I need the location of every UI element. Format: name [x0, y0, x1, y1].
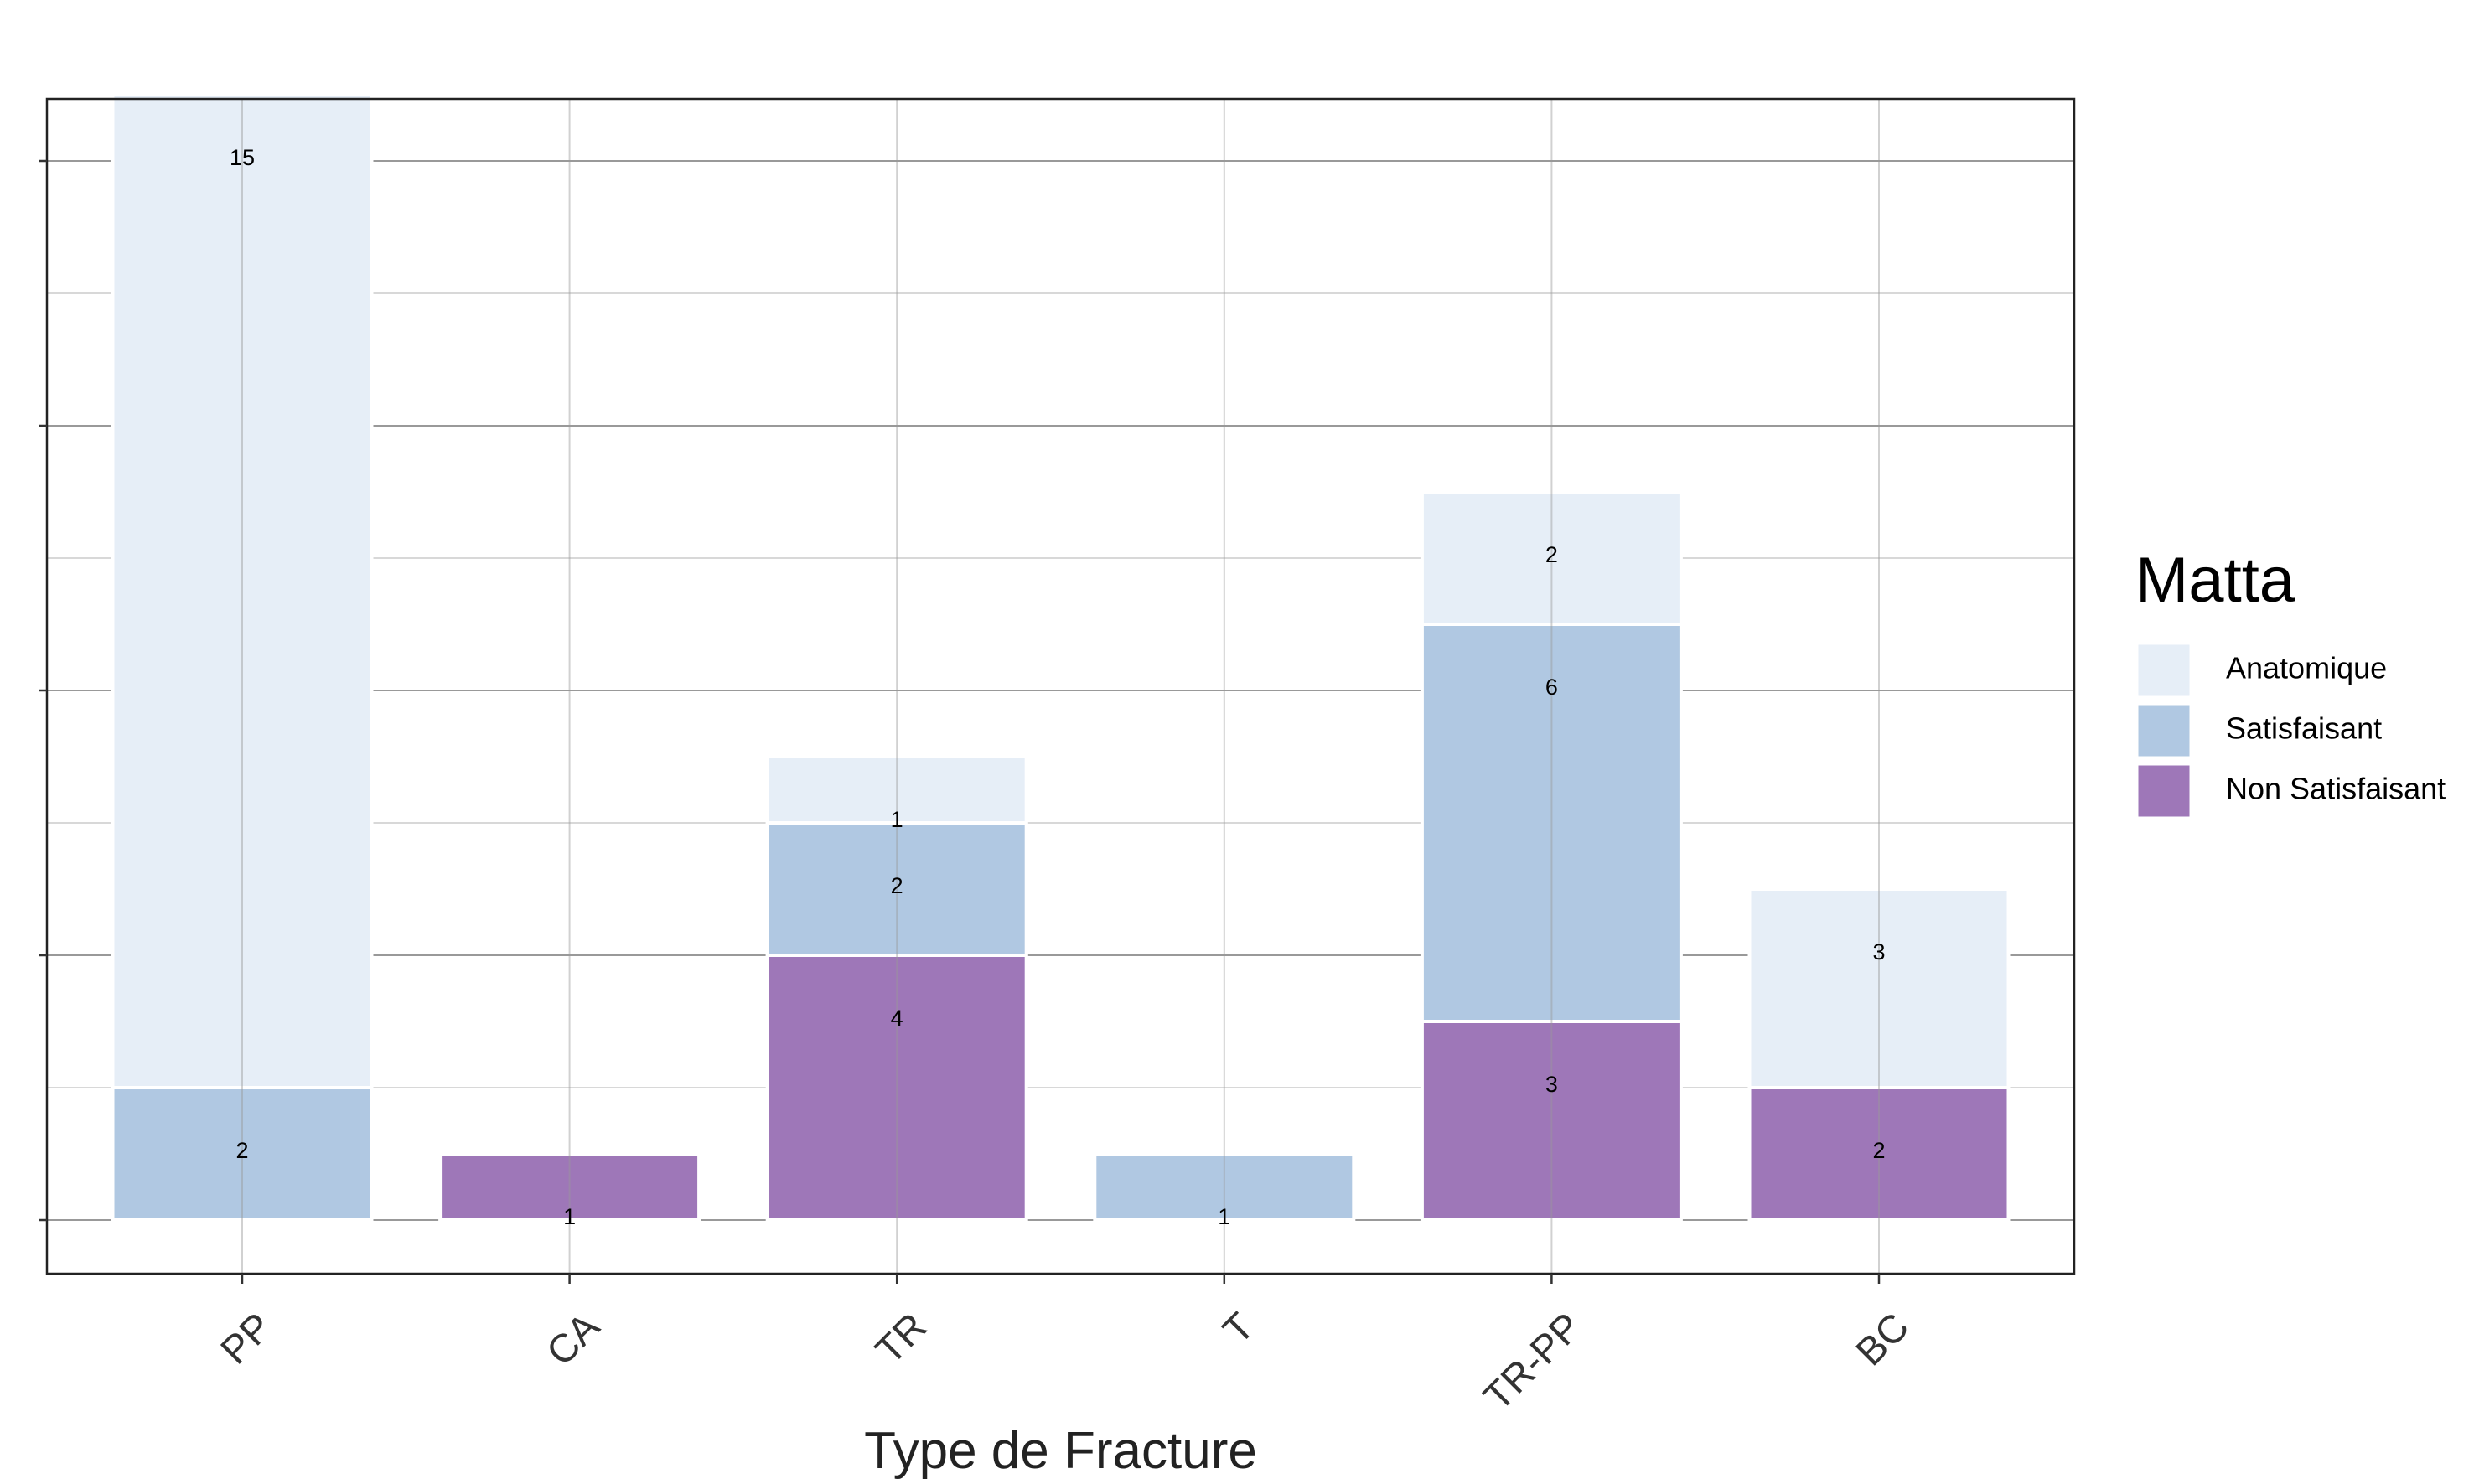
bar-segment [111, 93, 374, 1089]
legend-items: Anatomique Satisfaisant Non Satisfaisant [2135, 642, 2446, 820]
axis-ticks [39, 159, 1881, 1284]
legend-key [2135, 763, 2192, 820]
bar-value-label: 2 [235, 1138, 248, 1163]
bar-segment [1420, 490, 1683, 626]
bar-value-label: 2 [1545, 542, 1558, 567]
bar-value-label: 2 [891, 873, 903, 898]
bar-value-label: 3 [1872, 939, 1885, 964]
bar-segment [1420, 1020, 1683, 1222]
bar-value-label: 1 [563, 1204, 576, 1229]
legend-key [2135, 642, 2192, 699]
x-tick-label: BC [1847, 1304, 1918, 1374]
bar-value-label: 3 [1545, 1072, 1558, 1097]
x-axis-title: Type de Fracture [864, 1422, 1257, 1480]
plot-panel-border [45, 97, 2076, 1275]
bar-value-label: 1 [1218, 1204, 1230, 1229]
legend-label: Anatomique [2226, 651, 2387, 685]
bar-value-label: 4 [891, 1006, 903, 1031]
bar-segment [1093, 1152, 1356, 1222]
vertical-grid-lines [241, 99, 1880, 1274]
bar-segment [765, 755, 1028, 825]
bar-segment [1747, 887, 2011, 1089]
bar-value-label: 6 [1545, 675, 1558, 700]
x-tick-label: TR [867, 1304, 935, 1373]
bar-value-label: 2 [1872, 1138, 1885, 1163]
bar-labels-layer: 2 15 1 4 2 1 1 3 6 2 2 3 [230, 145, 1886, 1229]
legend-label: Non Satisfaisant [2226, 772, 2446, 806]
bar-segment [1420, 623, 1683, 1023]
legend-key [2135, 702, 2192, 759]
grid-lines [47, 160, 2074, 1221]
bar-value-label: 1 [891, 807, 903, 832]
x-tick-label: T [1214, 1304, 1262, 1352]
bar-segment [765, 954, 1028, 1222]
bar-value-label: 15 [230, 145, 255, 170]
x-tick-labels: PP CA TR T TR-PP BC [212, 1303, 1918, 1419]
x-tick-label: PP [212, 1304, 281, 1373]
bars-layer [111, 93, 2011, 1222]
legend-label: Satisfaisant [2226, 711, 2382, 746]
bar-segment [438, 1152, 701, 1222]
x-tick-label: TR-PP [1475, 1304, 1590, 1419]
bar-segment [111, 1086, 374, 1222]
x-tick-label: CA [537, 1303, 608, 1373]
legend: Matta Anatomique Satisfaisant Non Satisfai… [2135, 545, 2446, 820]
legend-title: Matta [2135, 545, 2295, 616]
